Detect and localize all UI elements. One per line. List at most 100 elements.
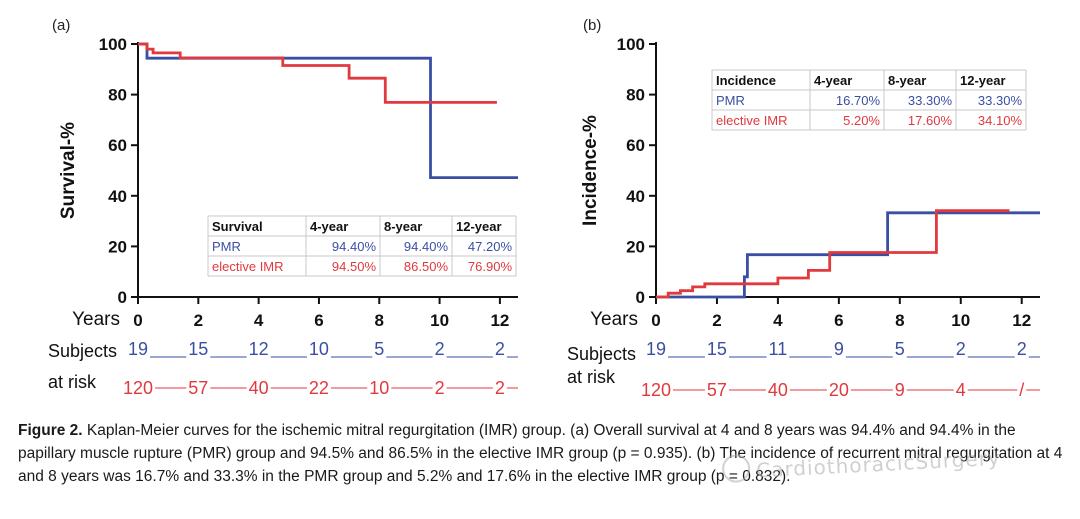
- panel-b-table-cell: 17.60%: [908, 113, 953, 128]
- panel-b-risk-count-bg: [826, 380, 851, 400]
- caption-text: Kaplan-Meier curves for the ischemic mit…: [18, 422, 1063, 485]
- panel-b-risk-imr-count: 57: [707, 380, 727, 400]
- panel-a-risk-pmr-count: 2: [435, 339, 445, 359]
- panel-b-table-header: 12-year: [960, 73, 1006, 88]
- panel-b-risk-imr-count: 4: [956, 380, 966, 400]
- panel-b-risk-imr-count: 40: [768, 380, 788, 400]
- panel-b-y-tick-label: 40: [626, 187, 645, 206]
- panel-a-risk-label: at risk: [48, 372, 97, 392]
- panel-a-risk-count-bg: [186, 378, 211, 398]
- panel-b-risk-label: at risk: [567, 367, 616, 387]
- panel-a-y-tick-label: 80: [108, 86, 127, 105]
- panel-a-risk-label: Subjects: [48, 341, 117, 361]
- panel-a-risk-count-bg: [492, 378, 507, 398]
- panel-a-table-header: 8-year: [384, 219, 422, 234]
- panel-a-table-cell: 94.50%: [332, 259, 377, 274]
- panel-b-y-tick-label: 20: [626, 237, 645, 256]
- panel-a-x-axis-title: Years: [72, 309, 120, 330]
- panel-a-risk-pmr-count: 2: [495, 339, 505, 359]
- caption-label: Figure 2.: [18, 422, 83, 439]
- figure-caption: Figure 2. Kaplan-Meier curves for the is…: [18, 419, 1068, 488]
- panel-b-risk-pmr-count: 19: [646, 339, 666, 359]
- panel-a-risk-imr-count: 120: [123, 378, 153, 398]
- panel-b-risk-pmr-count: 2: [1017, 339, 1027, 359]
- panel-a-table-cell: 47.20%: [468, 239, 513, 254]
- panel-a-risk-count-bg: [432, 378, 447, 398]
- panel-b-risk-pmr-count: 5: [895, 339, 905, 359]
- panel-a-table-cell: 94.40%: [404, 239, 449, 254]
- panel-a-table-cell: 76.90%: [468, 259, 513, 274]
- panel-a-risk-count-bg: [492, 339, 507, 359]
- panel-b-risk-count-bg: [892, 339, 907, 359]
- panel-a-risk-imr-count: 10: [369, 378, 389, 398]
- panel-a-risk-count-bg: [306, 339, 331, 359]
- panel-a-x-tick-label: 10: [430, 311, 449, 330]
- panel-a-table-header: Survival: [212, 219, 263, 234]
- panel-a-risk-pmr-count: 15: [188, 339, 208, 359]
- panel-b-risk-count-bg: [704, 339, 729, 359]
- panel-b-risk-count-bg: [704, 380, 729, 400]
- panel-a-table-row-label: PMR: [212, 239, 241, 254]
- panel-a-table-row-label: elective IMR: [212, 259, 284, 274]
- panel-a-table-cell: 86.50%: [404, 259, 449, 274]
- panel-b-risk-count-bg: [1017, 380, 1027, 400]
- panel-b-risk-count-bg: [766, 339, 790, 359]
- panel-b-x-tick-label: 10: [951, 311, 970, 330]
- panel-b-table-header: 4-year: [814, 73, 852, 88]
- panel-a-x-tick-label: 0: [133, 311, 142, 330]
- panel-b-risk-count-bg: [953, 380, 968, 400]
- panel-a-risk-pmr-count: 10: [309, 339, 329, 359]
- panel-b-risk-count-bg: [1014, 339, 1029, 359]
- panel-b-y-axis-title: Incidence-%: [580, 115, 601, 226]
- panel-b-table-header: Incidence: [716, 73, 776, 88]
- panel-a-y-tick-label: 40: [108, 187, 127, 206]
- panel-b-x-tick-label: 8: [895, 311, 904, 330]
- panel-b-x-tick-label: 6: [834, 311, 843, 330]
- panel-b-x-tick-label: 2: [712, 311, 721, 330]
- panel-a-x-tick-label: 6: [314, 311, 323, 330]
- panel-b-label: (b): [583, 17, 601, 34]
- panel-a-risk-count-bg: [246, 378, 271, 398]
- panel-a-table-cell: 94.40%: [332, 239, 377, 254]
- panel-a-risk-pmr-count: 5: [374, 339, 384, 359]
- panel-a-risk-pmr-count: 12: [249, 339, 269, 359]
- panel-b-table-cell: 34.10%: [978, 113, 1023, 128]
- panel-b-series-pmr-line: [656, 211, 1040, 299]
- panel-a-table-header: 4-year: [310, 219, 348, 234]
- panel-b-risk-imr-count: /: [1019, 380, 1024, 400]
- panel-a-table-header: 12-year: [456, 219, 502, 234]
- panel-b-risk-imr-count: 120: [641, 380, 671, 400]
- panel-b-y-tick-label: 80: [626, 86, 645, 105]
- panel-b-y-tick-label: 60: [626, 136, 645, 155]
- panel-a-risk-pmr-count: 19: [128, 339, 148, 359]
- panel-b-x-tick-label: 4: [773, 311, 783, 330]
- panel-a-x-tick-label: 8: [375, 311, 384, 330]
- panel-a-risk-imr-count: 22: [309, 378, 329, 398]
- panel-b-x-axis-title: Years: [590, 309, 638, 330]
- panel-b-table-row-label: PMR: [716, 93, 745, 108]
- panel-a-x-tick-label: 12: [490, 311, 509, 330]
- panel-b-risk-count-bg: [892, 380, 907, 400]
- panel-b-risk-count-bg: [831, 339, 846, 359]
- panel-b-risk-label: Subjects: [567, 344, 636, 364]
- panel-a-risk-count-bg: [367, 378, 392, 398]
- panel-b-table-header: 8-year: [888, 73, 926, 88]
- panel-a-label: (a): [52, 17, 70, 34]
- panel-a-risk-imr-count: 40: [249, 378, 269, 398]
- panel-a-y-tick-label: 60: [108, 136, 127, 155]
- panel-b-y-tick-label: 0: [636, 288, 645, 307]
- panel-b-risk-pmr-count: 15: [707, 339, 727, 359]
- panel-a-risk-count-bg: [432, 339, 447, 359]
- panel-a-risk-count-bg: [306, 378, 331, 398]
- panel-b-risk-count-bg: [953, 339, 968, 359]
- panel-a-x-tick-label: 2: [194, 311, 203, 330]
- panel-b-risk-imr-count: 9: [895, 380, 905, 400]
- wechat-icon: [721, 453, 751, 484]
- panel-b-table-cell: 16.70%: [836, 93, 881, 108]
- panel-b-table-row-label: elective IMR: [716, 113, 788, 128]
- panel-a-risk-count-bg: [120, 378, 156, 398]
- panel-a-y-tick-label: 100: [99, 35, 127, 54]
- panel-b-x-tick-label: 0: [651, 311, 660, 330]
- panel-a-risk-imr-count: 2: [435, 378, 445, 398]
